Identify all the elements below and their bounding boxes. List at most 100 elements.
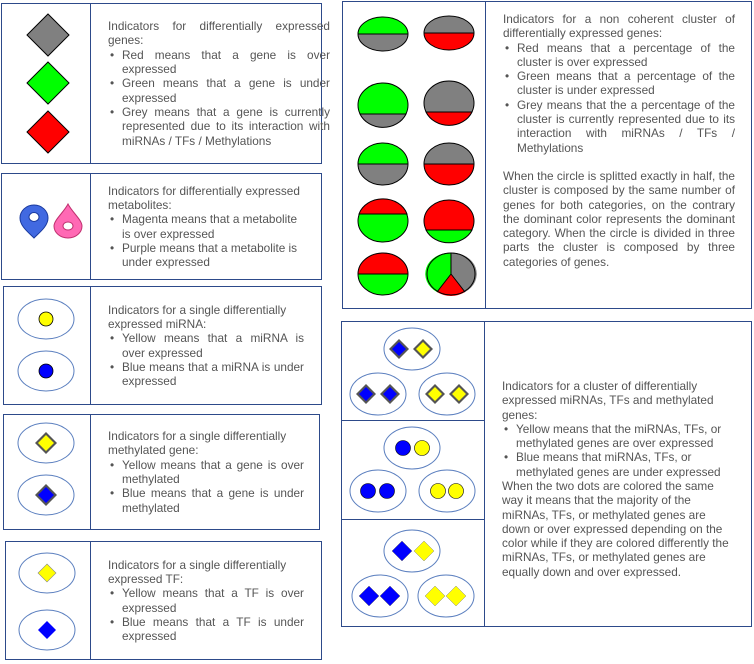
mirna-item-yellow: Yellow means that a miRNA is over expres… [108, 331, 304, 360]
mixed-diamond-3f-yellow [445, 585, 467, 607]
mixed-cluster-glyphs [349, 327, 476, 618]
mixed-diamond-1b-yellow [416, 342, 430, 356]
red-gene-diamond [26, 110, 70, 154]
mixed-diamond-3a-blue [391, 540, 413, 562]
methylated-description: Indicators for a single differentially m… [108, 415, 304, 529]
tf-item-blue: Blue means that a TF is under expressed [108, 615, 304, 644]
metabolites-legend-panel: Indicators for differentially expressed … [1, 173, 322, 280]
mixed-row-methylated [342, 322, 484, 421]
mirna-blue-dot [38, 363, 54, 379]
mixed-diamond-1d-blue [383, 387, 397, 401]
metabolites-item-magenta: Magenta means that a metabolite is over … [108, 212, 304, 241]
cluster-circle-5a-bottom [358, 274, 408, 295]
genes-legend-panel: Indicators for differentially expressed … [1, 3, 330, 164]
mixed-oval-2b [349, 469, 407, 513]
methylated-icon-column [4, 415, 91, 529]
tf-icon-column [6, 542, 91, 659]
mixed-oval-1c [418, 372, 476, 416]
cluster-pie-divider-3 [436, 273, 452, 293]
mixed-diamond-1f-yellow [452, 387, 466, 401]
mixed-oval-2a [383, 426, 441, 470]
cluster-circle-3a-top [358, 143, 408, 164]
cluster-pie-divider-2 [450, 273, 466, 293]
genes-icon-column [2, 4, 91, 163]
tf-title: Indicators for a single differentially e… [108, 557, 287, 586]
cluster-title: Indicators for a non coherent cluster of… [503, 12, 735, 41]
mixed-diamond-1a-blue [392, 342, 406, 356]
mixed-dot-2c-blue [379, 483, 395, 499]
mirna-title: Indicators for a single differentially e… [108, 302, 287, 331]
magenta-metabolite-pin [53, 202, 83, 239]
metabolites-icon-column [2, 174, 91, 279]
tf-description: Indicators for a single differentially e… [108, 542, 304, 659]
mixed-dot-2d-yellow [430, 483, 446, 499]
metabolites-title: Indicators for differentially expressed … [108, 183, 300, 212]
genes-item-green: Green means that a gene is under express… [108, 76, 330, 105]
cluster-circle-5a-top [358, 253, 408, 274]
mirna-item-blue: Blue means that a miRNA is under express… [108, 360, 304, 389]
cluster-circles [357, 15, 477, 296]
mixed-oval-2c [418, 469, 476, 513]
mixed-dot-2e-yellow [448, 483, 464, 499]
genes-title: Indicators for differentially expressed … [108, 19, 330, 48]
mirna-yellow-dot [38, 311, 54, 327]
cluster-item-red: Red means that a percentage of the clust… [503, 41, 735, 70]
tf-item-yellow: Yellow means that a TF is over expressed [108, 586, 304, 615]
methylated-item-yellow: Yellow means that a gene is over methyla… [108, 458, 304, 487]
cluster-legend-panel: Indicators for a non coherent cluster of… [342, 1, 752, 309]
methylated-diamonds [17, 422, 75, 516]
cluster-note: When the circle is splitted exactly in h… [503, 168, 735, 269]
methylated-blue-diamond [38, 487, 54, 503]
cluster-circle-4b-bottom [425, 229, 473, 244]
cluster-circle-1b-bottom [424, 33, 474, 50]
mixed-diamond-3c-blue [358, 585, 380, 607]
mixed-diamond-3d-blue [379, 585, 401, 607]
cluster-circle-2b-bottom [425, 111, 473, 126]
cluster-item-grey: Grey means that the a percentage of the … [503, 98, 735, 155]
mixed-item-yellow: Yellow means that the miRNAs, TFs, or me… [502, 422, 734, 451]
mirna-dots [17, 298, 75, 392]
mixed-title: Indicators for a cluster of differential… [502, 378, 714, 422]
tf-blue-diamond [38, 621, 56, 639]
cluster-pie-red [437, 274, 465, 296]
mixed-diamond-1c-blue [359, 387, 373, 401]
cluster-circle-2a-bottom [359, 113, 407, 128]
mixed-oval-1a [383, 327, 441, 371]
tf-legend-panel: Indicators for a single differentially e… [5, 541, 322, 660]
genes-description: Indicators for differentially expressed … [108, 4, 330, 163]
cluster-circle-1a-bottom [358, 34, 408, 51]
methylated-legend-panel: Indicators for a single differentially m… [3, 414, 320, 530]
tf-yellow-diamond [37, 563, 57, 583]
cluster-description: Indicators for a non coherent cluster of… [503, 2, 735, 308]
green-gene-diamond [26, 61, 70, 105]
mixed-diamond-1e-yellow [428, 387, 442, 401]
metabolite-pins [19, 202, 83, 239]
mixed-row-mirna [342, 420, 484, 520]
mixed-dot-2b-blue [360, 483, 376, 499]
mixed-icon-column [342, 322, 485, 626]
mixed-note: When the two dots are colored the same w… [502, 479, 729, 579]
mixed-item-blue: Blue means that miRNAs, TFs, or methylat… [502, 450, 734, 479]
gene-diamonds [26, 13, 70, 154]
mirna-legend-panel: Indicators for a single differentially e… [3, 286, 322, 405]
mirna-icon-column [4, 287, 91, 404]
mixed-oval-1b [349, 372, 407, 416]
mirna-description: Indicators for a single differentially e… [108, 287, 304, 404]
grey-gene-diamond [26, 13, 70, 57]
metabolites-description: Indicators for differentially expressed … [108, 174, 304, 279]
mixed-cluster-legend-panel: Indicators for a cluster of differential… [341, 321, 752, 627]
cluster-circle-3b-bottom [424, 164, 474, 185]
purple-pin-hole [28, 212, 40, 222]
mixed-diamond-3e-yellow [424, 585, 446, 607]
cluster-circle-4a-top [358, 198, 408, 215]
mixed-dot-2a-blue [395, 440, 411, 456]
methylated-yellow-diamond [38, 435, 54, 451]
cluster-circle-1a-top [358, 17, 408, 34]
magenta-pin-hole [62, 221, 74, 231]
genes-item-grey: Grey means that a gene is currently repr… [108, 105, 330, 148]
cluster-circle-3b-top [424, 143, 474, 164]
methylated-title: Indicators for a single differentially m… [108, 429, 287, 458]
cluster-circle-3a-bottom [358, 164, 408, 185]
mixed-diamond-3b-yellow [413, 540, 435, 562]
metabolites-item-purple: Purple means that a metabolite is under … [108, 241, 304, 270]
